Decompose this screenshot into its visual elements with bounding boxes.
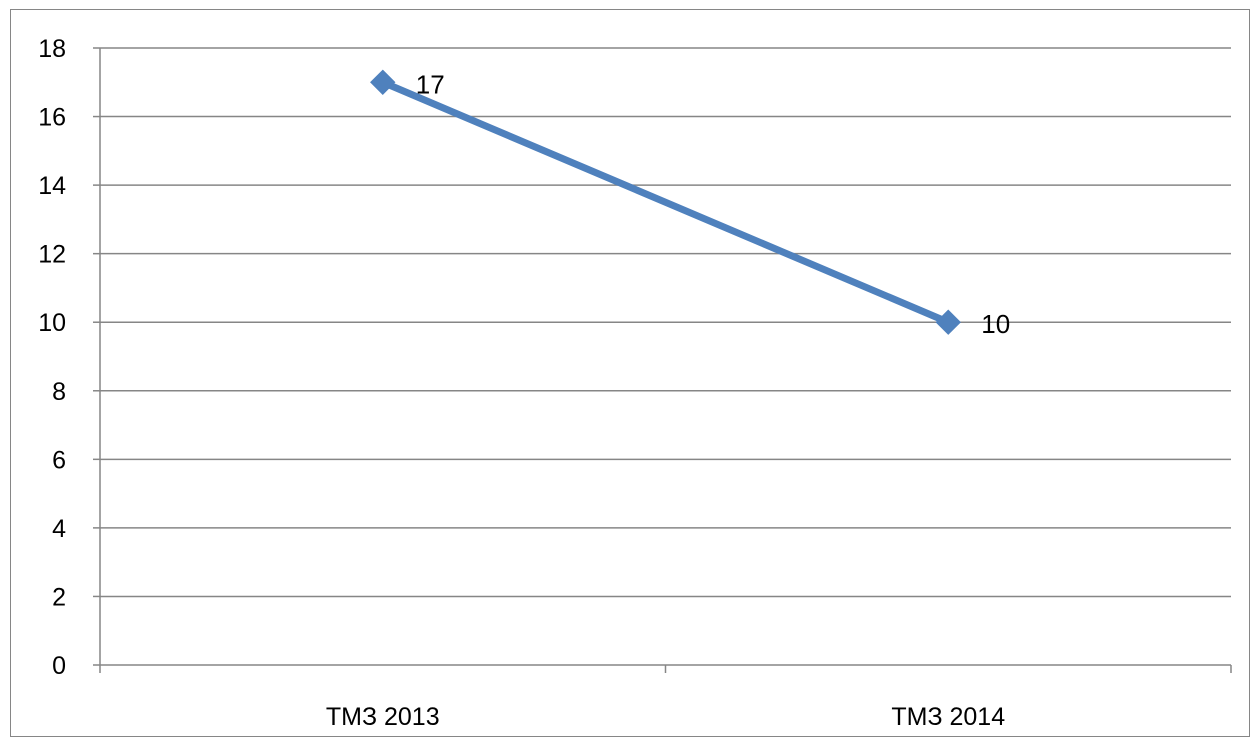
diamond-marker — [935, 309, 961, 335]
x-tick-label: ТМЗ 2013 — [326, 703, 440, 731]
y-tick-label: 16 — [38, 104, 66, 132]
chart-frame — [10, 9, 1250, 737]
y-tick-label: 12 — [38, 241, 66, 269]
data-label: 10 — [981, 309, 1010, 339]
y-tick-label: 10 — [38, 309, 66, 337]
diamond-marker — [370, 69, 396, 95]
gridlines — [100, 47, 1231, 598]
y-tick-label: 14 — [38, 172, 66, 200]
y-tick-label: 4 — [52, 515, 66, 543]
y-tick-label: 2 — [52, 583, 66, 611]
series-line — [379, 78, 952, 326]
series-line — [379, 78, 952, 326]
data-label: 17 — [416, 69, 445, 99]
x-tick-label: ТМЗ 2014 — [891, 703, 1005, 731]
y-tick-label: 8 — [52, 378, 66, 406]
y-tick-label: 0 — [52, 652, 66, 680]
x-axis-tick-labels: ТМЗ 2013 ТМЗ 2014 — [326, 703, 1005, 731]
y-tick-label: 6 — [52, 446, 66, 474]
axes — [93, 47, 1232, 673]
series-markers — [370, 69, 961, 335]
y-axis-tick-labels: 0 2 4 6 8 10 12 14 16 18 — [38, 35, 66, 680]
y-tick-label: 18 — [38, 35, 66, 63]
